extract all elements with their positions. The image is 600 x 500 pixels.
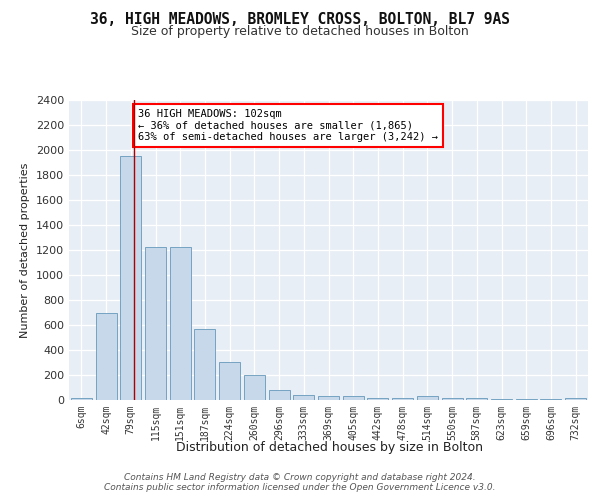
Bar (219, 362, 240, 400)
Bar (120, 156, 141, 400)
Bar (71, 398, 92, 400)
Bar (541, 399, 562, 400)
Bar (293, 395, 314, 400)
Bar (565, 398, 586, 400)
Text: Contains HM Land Registry data © Crown copyright and database right 2024.
Contai: Contains HM Land Registry data © Crown c… (104, 473, 496, 492)
Bar (95, 312, 116, 400)
Bar (466, 398, 487, 400)
Bar (367, 398, 388, 400)
Bar (318, 396, 339, 400)
Text: Distribution of detached houses by size in Bolton: Distribution of detached houses by size … (176, 441, 484, 454)
Bar (194, 329, 215, 400)
Text: 36 HIGH MEADOWS: 102sqm
← 36% of detached houses are smaller (1,865)
63% of semi: 36 HIGH MEADOWS: 102sqm ← 36% of detache… (138, 109, 438, 142)
Bar (491, 399, 512, 400)
Bar (417, 396, 438, 400)
Bar (516, 399, 537, 400)
Bar (392, 398, 413, 400)
Bar (442, 398, 463, 400)
Text: Size of property relative to detached houses in Bolton: Size of property relative to detached ho… (131, 25, 469, 38)
Bar (145, 247, 166, 400)
Y-axis label: Number of detached properties: Number of detached properties (20, 162, 31, 338)
Bar (244, 375, 265, 400)
Bar (269, 390, 290, 400)
Text: 36, HIGH MEADOWS, BROMLEY CROSS, BOLTON, BL7 9AS: 36, HIGH MEADOWS, BROMLEY CROSS, BOLTON,… (90, 12, 510, 28)
Bar (343, 396, 364, 400)
Bar (170, 247, 191, 400)
